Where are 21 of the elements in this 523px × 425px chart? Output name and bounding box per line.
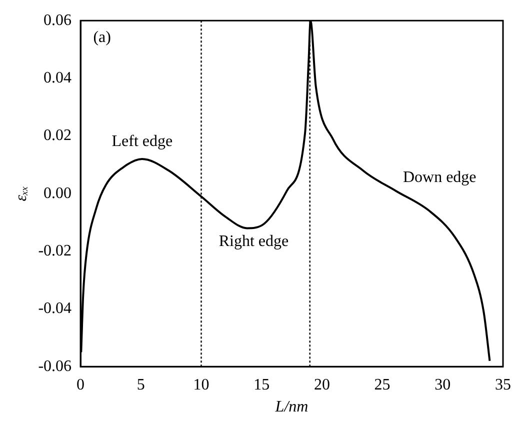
x-tick-label: 30 <box>434 376 451 394</box>
annotation: Right edge <box>218 233 289 250</box>
x-tick-label: 5 <box>136 376 145 394</box>
y-tick-label: -0.06 <box>38 358 72 375</box>
y-axis-title: εₓₓ <box>12 186 30 202</box>
x-tick-label: 35 <box>495 376 511 394</box>
x-axis-title: L/nm <box>274 398 308 416</box>
x-tick-label: 0 <box>76 376 85 394</box>
annotation: Down edge <box>402 169 476 186</box>
y-tick-label: 0.06 <box>44 12 72 29</box>
y-tick-label: 0.04 <box>44 69 72 86</box>
x-tick-label: 15 <box>254 376 270 394</box>
y-tick-label: -0.02 <box>38 242 72 260</box>
annotation: (a) <box>93 29 111 46</box>
y-tick-label: -0.04 <box>38 300 72 318</box>
annotation: Left edge <box>112 132 173 150</box>
x-tick-label: 20 <box>314 376 330 394</box>
x-tick-label: 10 <box>193 376 210 394</box>
x-tick-label: 25 <box>374 376 390 394</box>
y-tick-label: 0.02 <box>44 127 72 144</box>
y-tick-label: 0.00 <box>44 184 72 202</box>
